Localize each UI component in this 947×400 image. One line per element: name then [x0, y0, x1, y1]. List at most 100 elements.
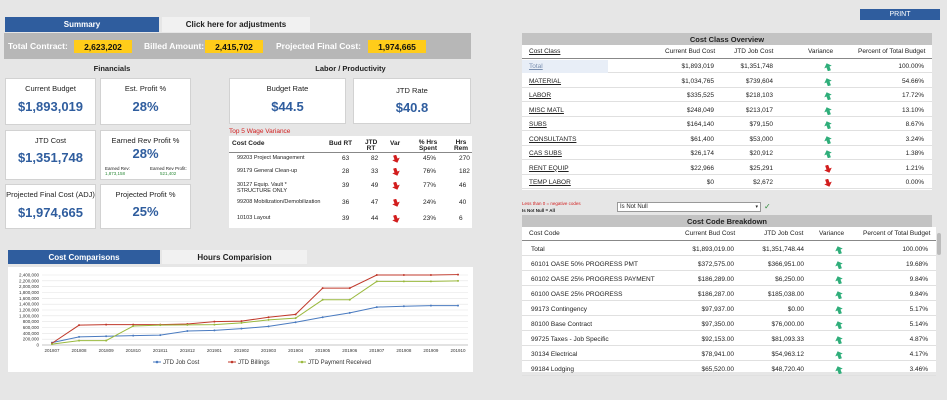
cost-class-row[interactable]: CAS SUBS $26,174 $20,912 1.38%: [522, 147, 932, 160]
wage-row-pct: 76%: [423, 168, 437, 175]
cost-class-title: Cost Class Overview: [522, 33, 932, 45]
cost-class-link[interactable]: SUBS: [529, 121, 547, 128]
cost-code-row[interactable]: 30134 Electrical $78,941.00 $54,963.12 4.17…: [522, 347, 936, 361]
cost-class-bud: $1,034,765: [681, 77, 714, 85]
cost-class-jtd: $1,351,748: [740, 63, 773, 70]
cost-code-jtd: $1,351,748.44: [762, 246, 804, 253]
up-arrow-icon: [824, 106, 832, 117]
cost-class-row[interactable]: CONSULTANTS $61,400 $53,000 3.24%: [522, 133, 932, 146]
print-button[interactable]: PRINT: [860, 9, 940, 20]
data-point: [267, 318, 270, 321]
cost-class-row[interactable]: RENT EQUIP $22,966 $25,291 1.21%: [522, 162, 932, 175]
tab-cost-comparisons[interactable]: Cost Comparisons: [8, 250, 160, 264]
cost-class-link[interactable]: MISC MATL: [529, 106, 564, 114]
financials-title: Financials: [93, 64, 131, 73]
down-arrow-icon: [392, 214, 400, 225]
cost-class-link[interactable]: LABOR: [529, 92, 552, 99]
wage-header-var: Var: [390, 140, 401, 147]
cost-code-jtd: $6,250.00: [775, 276, 804, 283]
cost-class-row[interactable]: LABOR $335,525 $218,103 17.72%: [522, 89, 932, 102]
cost-code-header-pct: Percent of Total Budget: [863, 230, 931, 237]
cost-code-pct: 9.84%: [909, 291, 928, 298]
cost-class-link[interactable]: TEMP LABOR: [529, 179, 571, 186]
up-arrow-icon: [824, 63, 832, 73]
jtd-cost-label: JTD Cost: [34, 136, 67, 145]
data-point: [429, 274, 432, 276]
down-arrow-icon: [392, 181, 400, 192]
cost-code-row[interactable]: 80100 Base Contract $97,350.00 $76,000.00 5…: [522, 317, 936, 331]
cost-class-jtd: $79,150: [749, 121, 774, 128]
jtd-rate-label: JTD Rate: [396, 86, 428, 95]
data-point: [78, 339, 81, 342]
down-arrow-icon: [824, 164, 832, 175]
cost-class-row[interactable]: SUBS $164,140 $79,150 8.67%: [522, 118, 932, 131]
cost-code-scrollbar[interactable]: [937, 233, 941, 255]
cost-code-header-jtd: JTD Job Cost: [764, 230, 804, 237]
cost-code-title: Cost Code Breakdown: [522, 215, 932, 227]
earned-rev-profit-detail: Earned Rev Profit: 521,402: [150, 166, 187, 176]
data-point: [51, 343, 53, 346]
cost-class-jtd: $25,291: [749, 164, 774, 172]
cost-class-bud: $164,140: [686, 121, 714, 128]
up-arrow-icon: [824, 150, 832, 160]
cost-code-row[interactable]: Total $1,893,019.00 $1,351,748.44 100.00%: [522, 242, 936, 256]
projected-final-card-label: Projected Final Cost (ADJ): [6, 190, 95, 199]
cost-class-link[interactable]: CAS SUBS: [529, 150, 562, 157]
up-arrow-icon: [835, 306, 843, 316]
cost-code-row[interactable]: 60100 OASE 25% PROGRESS $186,287.00 $185,0…: [522, 287, 936, 301]
cost-code-row[interactable]: 99725 Taxes - Job Specific $92,153.00 $81,…: [522, 332, 936, 346]
filter-select[interactable]: Is Not Null ▾: [617, 202, 761, 212]
projected-profit-card: Projected Profit % 25%: [100, 184, 191, 229]
x-tick-label: 201812: [180, 348, 196, 353]
up-arrow-icon: [824, 77, 832, 88]
cost-class-jtd: $739,604: [745, 77, 773, 85]
x-tick-label: 201909: [423, 348, 439, 353]
cost-code-name: 99184 Lodging: [531, 366, 575, 373]
tab-hours-comparison[interactable]: Hours Comparision: [162, 250, 307, 264]
cost-code-jtd: $366,951.00: [767, 261, 804, 268]
cost-class-row[interactable]: TEMP LABOR $0 $2,672 0.00%: [522, 176, 932, 189]
cost-class-pct: 1.21%: [905, 164, 924, 172]
data-point: [213, 329, 216, 332]
cost-class-row[interactable]: Total $1,893,019 $1,351,748 100.00%: [522, 60, 932, 73]
x-tick-label: 201902: [234, 348, 250, 353]
cost-code-row[interactable]: 60101 OASE 50% PROGRESS PMT $372,575.00 $3…: [522, 257, 936, 271]
cost-code-row[interactable]: 99184 Lodging $65,520.00 $48,720.40 3.46%: [522, 362, 936, 376]
data-point: [321, 298, 324, 301]
cost-class-link[interactable]: MATERIAL: [529, 77, 562, 85]
cost-class-link[interactable]: CONSULTANTS: [529, 135, 577, 143]
cost-class-bud: $22,966: [690, 164, 715, 172]
cost-code-row[interactable]: 99173 Contingency $97,937.00 $0.00 5.17%: [522, 302, 936, 316]
cost-class-row[interactable]: MATERIAL $1,034,765 $739,604 54.66%: [522, 75, 932, 88]
data-point: [348, 311, 351, 314]
cost-class-link[interactable]: Total: [529, 63, 543, 70]
labor-title: Labor / Productivity: [315, 64, 386, 73]
wage-row: 99203 Project Management 63 82 45% 270: [229, 154, 472, 168]
cost-code-row[interactable]: 60102 OASE 25% PROGRESS PAYMENT $186,289.…: [522, 272, 936, 286]
wage-row-code: 99208 Mobilization/Demobilization: [237, 199, 321, 205]
cost-class-link[interactable]: RENT EQUIP: [529, 164, 569, 172]
series-line: [51, 305, 459, 344]
cost-class-header-class[interactable]: Cost Class: [529, 48, 561, 55]
y-tick-label: 400,000: [23, 331, 40, 336]
series-line: [51, 280, 459, 345]
wage-row-code: 99179 General Clean-up: [237, 168, 298, 174]
tab-adjustments[interactable]: Click here for adjustments: [162, 17, 310, 32]
x-tick-label: 201809: [99, 348, 115, 353]
total-contract-value: 2,623,202: [74, 40, 132, 53]
wage-variance-table: Cost Code Bud RT JTD RT Var % Hrs Spent …: [229, 136, 472, 228]
cost-code-name: 60102 OASE 25% PROGRESS PAYMENT: [531, 276, 655, 283]
y-tick-label: 2,000,000: [19, 284, 40, 289]
data-point: [321, 287, 324, 290]
cost-class-row[interactable]: MISC MATL $248,049 $213,017 13.10%: [522, 104, 932, 117]
data-point: [186, 330, 189, 332]
wage-row-pct: 24%: [423, 199, 437, 206]
check-icon[interactable]: ✓: [764, 202, 771, 211]
x-tick-label: 201901: [207, 348, 223, 353]
cost-class-jtd: $53,000: [749, 135, 774, 143]
cost-class-bud: $0: [706, 179, 714, 186]
tab-summary[interactable]: Summary: [5, 17, 159, 32]
data-point: [294, 317, 297, 320]
cost-code-header-code: Cost Code: [529, 230, 560, 237]
cost-class-pct: 100.00%: [898, 63, 924, 70]
